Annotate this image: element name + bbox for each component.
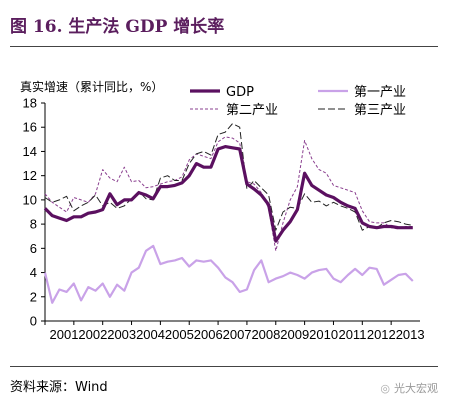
figure-title: 图 16. 生产法 GDP 增长率 [10, 17, 225, 37]
x-tick-label: 2001 [50, 327, 79, 342]
x-tick-label: 2005 [165, 327, 194, 342]
watermark: ◎ 光大宏观 [380, 380, 438, 396]
y-axis-label: 真实增速（累计同比，%） [20, 80, 164, 94]
legend-label-2: 第二产业 [226, 103, 278, 118]
x-tick-label: 2012 [367, 327, 396, 342]
y-tick-label: 12 [23, 168, 37, 183]
series-line-0 [43, 145, 413, 243]
x-tick-label: 2002 [78, 327, 107, 342]
x-tick-label: 2003 [107, 327, 136, 342]
legend-label-3: 第三产业 [354, 103, 406, 118]
source-note: 资料来源：Wind [10, 380, 108, 395]
x-tick-label: 2010 [309, 327, 338, 342]
x-tick-label: 2008 [251, 327, 280, 342]
y-tick-label: 14 [23, 144, 37, 159]
y-tick-label: 16 [23, 120, 37, 135]
y-tick-label: 6 [30, 241, 37, 256]
y-tick-label: 10 [23, 192, 37, 207]
y-tick-label: 18 [23, 96, 37, 111]
x-tick-label: 2011 [338, 327, 366, 342]
bottom-rule [10, 366, 438, 367]
series-line-1 [43, 244, 414, 304]
x-tick-label: 2013 [396, 327, 425, 342]
watermark-text: 光大宏观 [394, 382, 438, 395]
top-rule [10, 46, 438, 47]
y-tick-label: 8 [30, 217, 37, 232]
x-tick-label: 2009 [280, 327, 309, 342]
series-line-2 [44, 136, 413, 252]
y-tick-label: 0 [30, 314, 37, 329]
y-tick-label: 4 [30, 265, 37, 280]
legend-label-1: 第一产业 [354, 85, 406, 100]
x-tick-label: 2004 [136, 327, 165, 342]
x-tick-label: 2006 [194, 327, 223, 342]
x-tick-label: 2007 [223, 327, 252, 342]
wechat-icon: ◎ [380, 382, 390, 395]
legend-label-0: GDP [226, 85, 254, 100]
y-tick-label: 2 [30, 289, 37, 304]
